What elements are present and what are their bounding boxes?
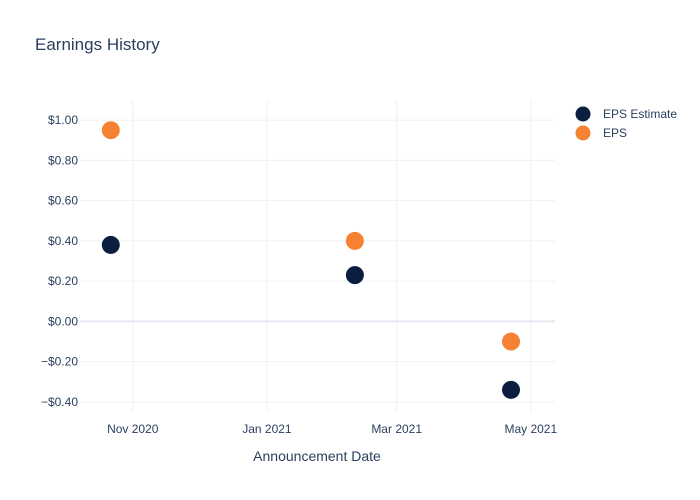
chart-title: Earnings History [35, 35, 160, 54]
y-tick-label: −$0.40 [41, 395, 78, 409]
y-tick-label: $0.00 [48, 314, 78, 328]
x-tick-label: Jan 2021 [242, 422, 292, 436]
legend-label: EPS [603, 126, 627, 140]
eps-point[interactable] [502, 332, 521, 351]
legend-label: EPS Estimate [603, 107, 677, 121]
y-tick-label: $1.00 [48, 113, 78, 127]
y-tick-label: −$0.20 [41, 355, 78, 369]
y-tick-label: $0.20 [48, 274, 78, 288]
x-tick-label: May 2021 [504, 422, 557, 436]
legend-item[interactable]: EPS [575, 125, 628, 141]
x-tick-label: Mar 2021 [371, 422, 422, 436]
x-tick-label: Nov 2020 [107, 422, 159, 436]
legend-marker [575, 125, 591, 141]
eps-point[interactable] [101, 121, 120, 140]
eps-estimate-point[interactable] [345, 266, 364, 285]
eps-estimate-point[interactable] [502, 380, 521, 399]
legend-item[interactable]: EPS Estimate [575, 106, 678, 122]
y-tick-label: $0.80 [48, 153, 78, 167]
eps-estimate-point[interactable] [101, 235, 120, 254]
eps-point[interactable] [345, 231, 364, 250]
points-layer [101, 121, 521, 399]
y-tick-label: $0.40 [48, 234, 78, 248]
grid-layer [80, 100, 555, 412]
axis-layer: Nov 2020 Jan 2021 Mar 2021 May 2021 $1.00 $0.… [41, 113, 558, 436]
x-axis-title: Announcement Date [253, 448, 381, 464]
legend[interactable]: EPS Estimate EPS [575, 106, 678, 141]
y-tick-label: $0.60 [48, 194, 78, 208]
legend-marker [575, 106, 591, 122]
